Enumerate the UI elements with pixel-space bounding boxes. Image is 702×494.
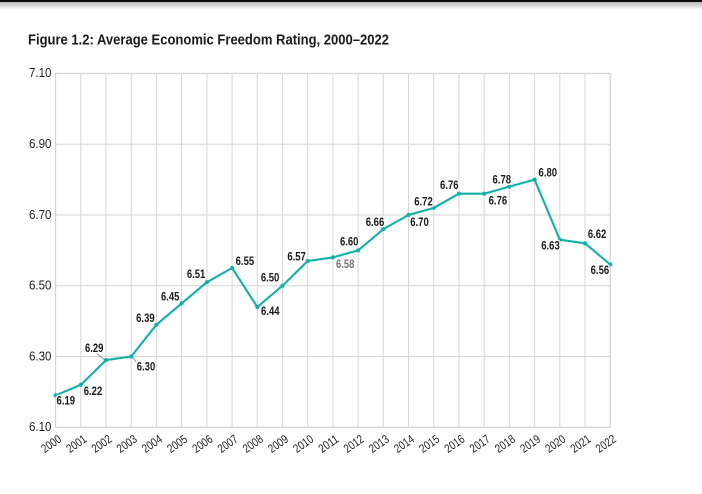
svg-text:6.63: 6.63 — [541, 241, 560, 253]
svg-text:7.10: 7.10 — [29, 66, 52, 80]
svg-text:2012: 2012 — [341, 432, 367, 456]
svg-text:6.22: 6.22 — [84, 386, 103, 398]
svg-text:2021: 2021 — [568, 432, 594, 456]
svg-text:6.58: 6.58 — [336, 259, 355, 271]
svg-text:6.70: 6.70 — [410, 217, 429, 229]
svg-text:6.30: 6.30 — [137, 361, 156, 373]
svg-text:Figure 1.2: Average Economic F: Figure 1.2: Average Economic Freedom Rat… — [28, 32, 389, 49]
svg-text:6.39: 6.39 — [136, 313, 155, 325]
svg-text:2000: 2000 — [38, 432, 64, 456]
svg-text:6.29: 6.29 — [85, 343, 104, 355]
svg-text:6.62: 6.62 — [588, 229, 607, 241]
svg-text:6.60: 6.60 — [340, 236, 359, 248]
svg-text:2002: 2002 — [89, 432, 115, 456]
svg-text:2004: 2004 — [139, 432, 165, 456]
svg-text:2020: 2020 — [543, 432, 569, 456]
svg-text:6.51: 6.51 — [187, 269, 206, 281]
svg-text:6.72: 6.72 — [414, 197, 433, 209]
svg-text:6.80: 6.80 — [539, 167, 558, 179]
svg-text:6.50: 6.50 — [29, 279, 52, 293]
svg-text:2019: 2019 — [517, 432, 543, 456]
svg-text:2001: 2001 — [64, 432, 90, 456]
svg-text:2013: 2013 — [366, 432, 392, 456]
svg-text:2006: 2006 — [190, 432, 216, 456]
svg-text:6.55: 6.55 — [236, 256, 255, 268]
svg-text:2010: 2010 — [290, 432, 316, 456]
svg-text:2003: 2003 — [114, 432, 140, 456]
svg-text:6.44: 6.44 — [261, 306, 280, 318]
svg-text:6.76: 6.76 — [440, 180, 459, 192]
svg-text:6.50: 6.50 — [261, 273, 280, 285]
svg-text:2022: 2022 — [593, 432, 619, 456]
svg-text:2016: 2016 — [442, 432, 468, 456]
svg-text:6.70: 6.70 — [29, 208, 52, 222]
svg-text:6.66: 6.66 — [366, 217, 385, 229]
svg-text:6.90: 6.90 — [29, 137, 52, 151]
svg-text:6.56: 6.56 — [591, 265, 610, 277]
svg-text:2014: 2014 — [391, 432, 417, 456]
svg-text:2007: 2007 — [215, 432, 241, 456]
svg-text:2018: 2018 — [492, 432, 518, 456]
svg-text:2008: 2008 — [240, 432, 266, 456]
svg-text:6.57: 6.57 — [287, 252, 306, 264]
svg-text:6.76: 6.76 — [489, 196, 508, 208]
svg-text:2017: 2017 — [467, 432, 493, 456]
svg-text:6.78: 6.78 — [493, 175, 512, 187]
svg-text:6.10: 6.10 — [29, 420, 52, 434]
svg-text:2011: 2011 — [316, 432, 342, 456]
svg-text:2015: 2015 — [416, 432, 442, 456]
svg-text:2005: 2005 — [164, 432, 190, 456]
svg-text:2009: 2009 — [265, 432, 291, 456]
svg-text:6.30: 6.30 — [29, 349, 52, 363]
svg-text:6.45: 6.45 — [161, 291, 180, 303]
svg-text:6.19: 6.19 — [57, 395, 76, 407]
